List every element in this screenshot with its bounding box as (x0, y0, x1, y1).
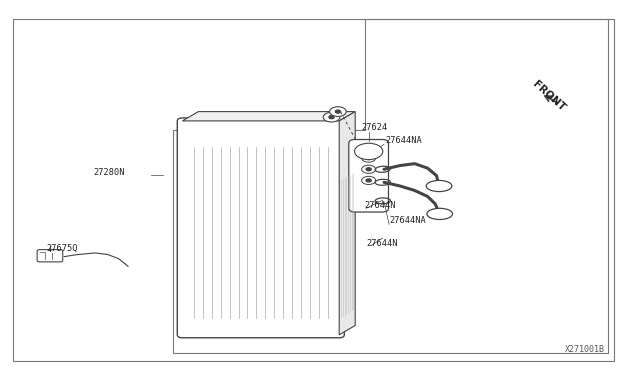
FancyBboxPatch shape (37, 250, 63, 262)
Text: 27644NA: 27644NA (385, 136, 422, 145)
Text: 27675Q: 27675Q (46, 244, 77, 253)
Text: 27624: 27624 (362, 123, 388, 132)
Circle shape (329, 116, 334, 119)
Text: FRONT: FRONT (531, 80, 567, 113)
Polygon shape (339, 112, 355, 335)
Text: 27644N: 27644N (365, 201, 396, 210)
Circle shape (330, 107, 346, 116)
Ellipse shape (426, 180, 452, 192)
FancyBboxPatch shape (349, 140, 388, 212)
Ellipse shape (427, 208, 452, 219)
Circle shape (323, 112, 340, 122)
Text: X271001B: X271001B (564, 344, 605, 353)
Text: 27644N: 27644N (366, 238, 397, 247)
FancyBboxPatch shape (177, 118, 344, 338)
Circle shape (335, 110, 340, 113)
Circle shape (366, 179, 371, 182)
Polygon shape (182, 112, 355, 121)
Circle shape (355, 143, 383, 160)
Text: 27644NA: 27644NA (389, 216, 426, 225)
Circle shape (366, 157, 371, 160)
Circle shape (366, 168, 371, 171)
Text: 27280N: 27280N (93, 168, 125, 177)
